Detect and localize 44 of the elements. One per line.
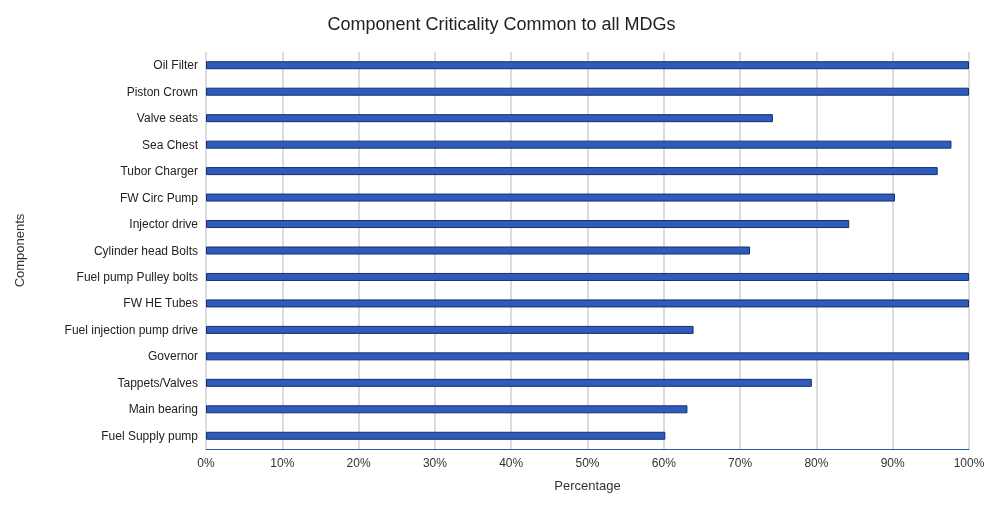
bar <box>206 272 969 281</box>
y-tick-label: Cylinder head Bolts <box>93 243 198 258</box>
x-tick-label: 60% <box>651 456 677 470</box>
y-tick-label: Oil Filter <box>153 58 198 73</box>
y-tick-label: FW Circ Pump <box>120 190 199 205</box>
x-tick-label: 50% <box>575 456 600 470</box>
x-tick-label: 0% <box>197 456 215 470</box>
y-tick-label: Fuel Supply pump <box>101 428 199 443</box>
x-tick-label: 100% <box>953 456 985 470</box>
y-tick-label: Valve seats <box>136 111 198 126</box>
bar <box>206 220 850 229</box>
y-tick-label: Injector drive <box>129 217 199 232</box>
bar <box>206 325 694 334</box>
bar <box>206 405 688 414</box>
y-tick-label: Sea Chest <box>141 137 199 152</box>
bar <box>206 61 969 70</box>
y-tick-label: Fuel injection pump drive <box>64 322 199 337</box>
y-tick-label: Tappets/Valves <box>117 375 198 390</box>
bar <box>206 299 969 308</box>
bar <box>206 87 969 96</box>
bar <box>206 352 969 361</box>
bar <box>206 140 952 149</box>
y-tick-label: Main bearing <box>128 402 198 417</box>
x-tick-label: 30% <box>422 456 448 470</box>
x-tick-label: 90% <box>880 456 906 470</box>
y-tick-label: Fuel pump Pulley bolts <box>76 269 198 284</box>
bar <box>206 167 938 176</box>
x-tick-label: 70% <box>728 456 753 470</box>
bar <box>206 114 773 123</box>
y-tick-label: FW HE Tubes <box>123 296 198 311</box>
x-axis-title: Percentage <box>554 478 621 493</box>
bar <box>206 246 751 255</box>
y-axis-title: Components <box>12 213 27 288</box>
y-tick-label: Tubor Charger <box>120 164 198 179</box>
x-tick-label: 20% <box>346 456 371 470</box>
bar <box>206 431 666 440</box>
x-tick-label: 10% <box>270 456 295 470</box>
bar <box>206 378 812 387</box>
y-tick-label: Governor <box>147 349 198 364</box>
chart-title: Component Criticality Common to all MDGs <box>327 14 676 34</box>
bar <box>206 193 895 202</box>
y-tick-label: Piston Crown <box>126 84 198 99</box>
x-tick-label: 40% <box>499 456 524 470</box>
x-tick-label: 80% <box>804 456 829 470</box>
